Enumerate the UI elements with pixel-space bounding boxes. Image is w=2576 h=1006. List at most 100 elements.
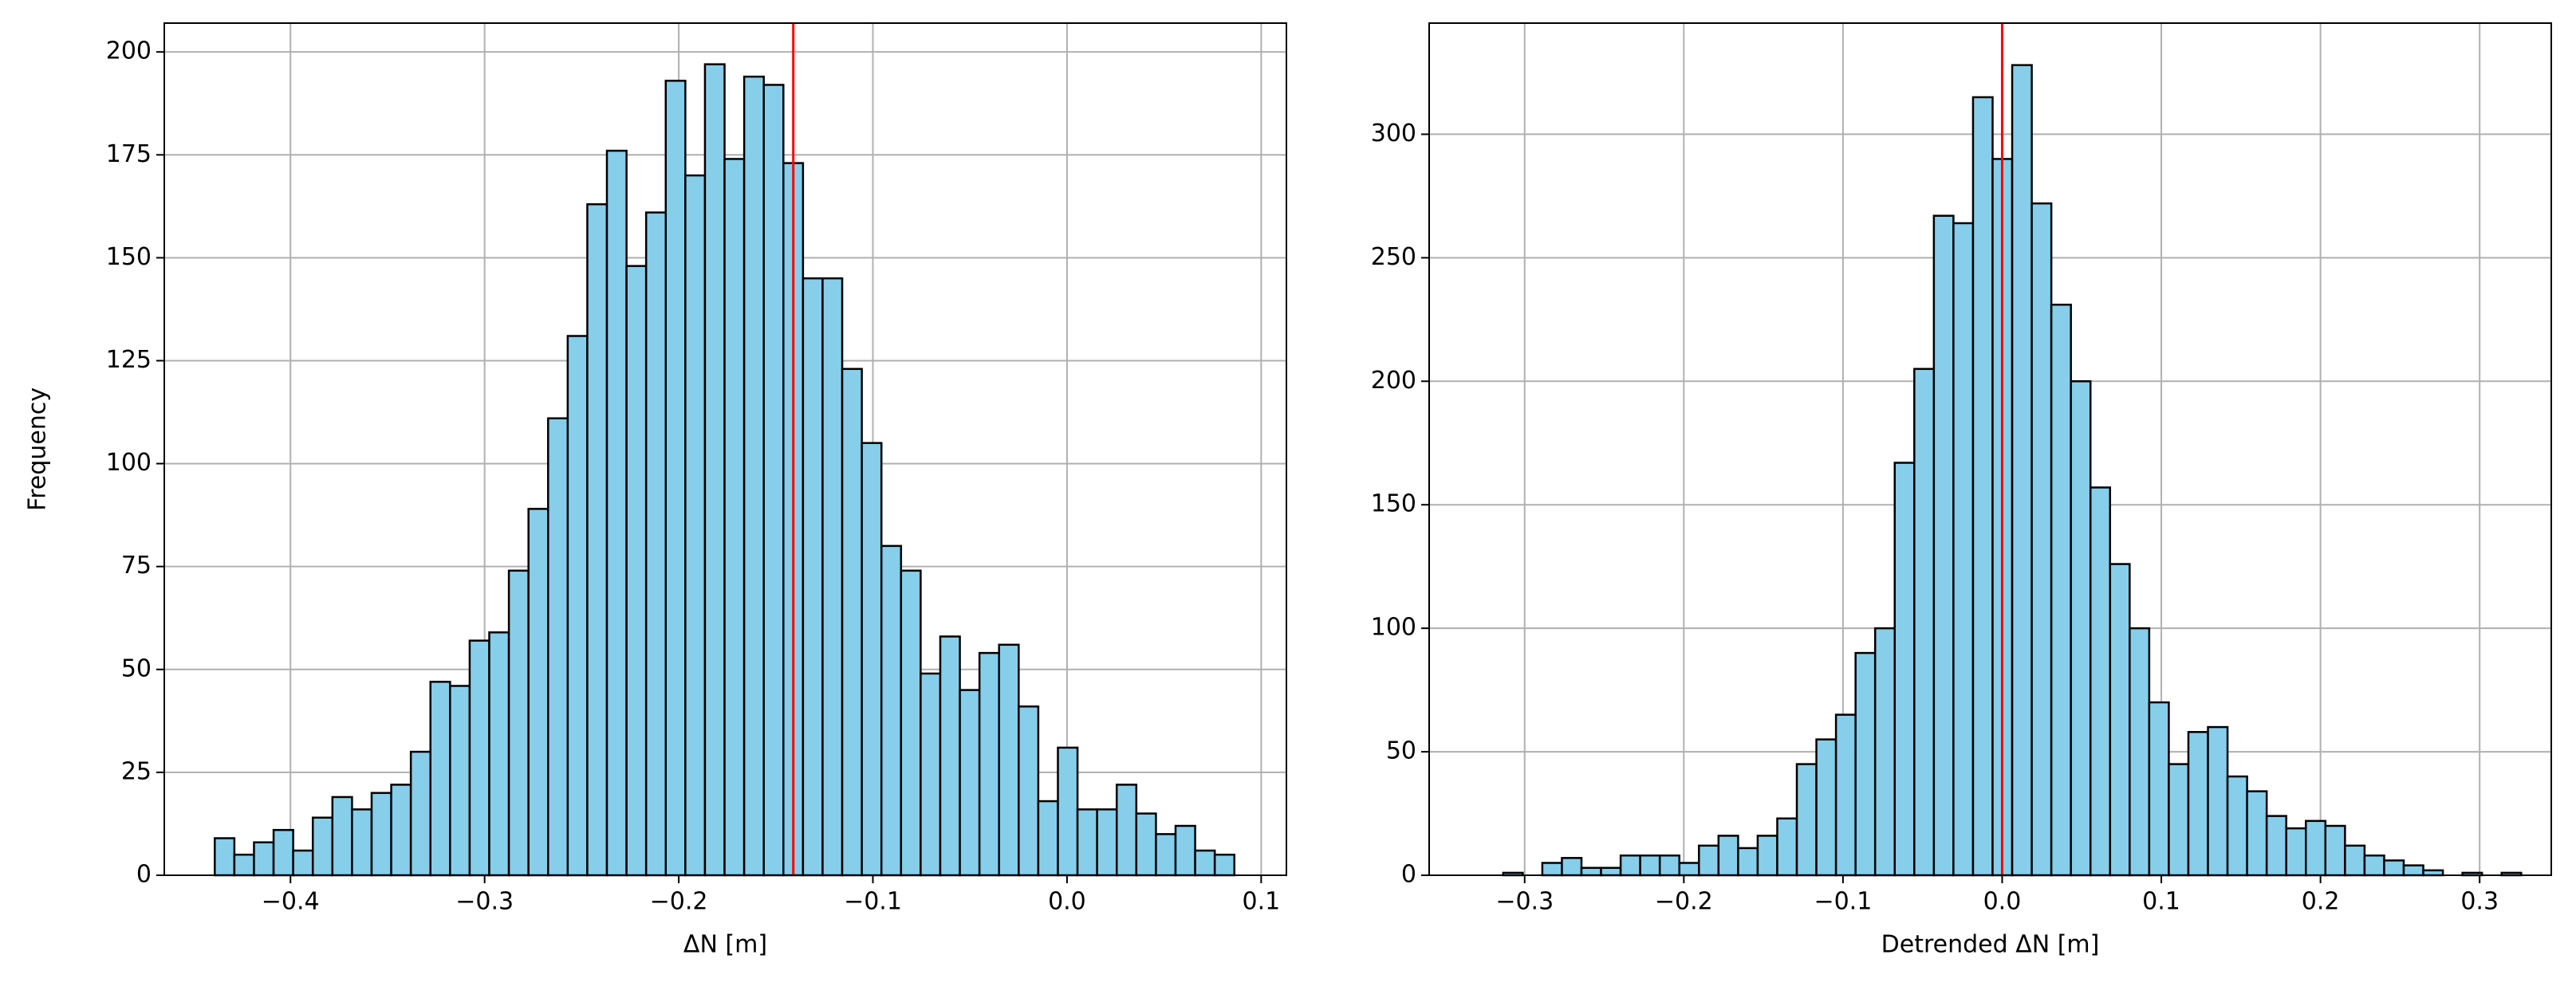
bar — [1580, 866, 1602, 877]
y-tick-label: 0 — [136, 861, 152, 889]
bar — [1893, 462, 1916, 877]
bar — [2030, 202, 2053, 877]
bar — [900, 569, 922, 877]
y-tick-label: 150 — [1371, 490, 1416, 518]
x-tick-label: −0.2 — [1655, 888, 1713, 916]
x-tick-label: −0.1 — [1814, 888, 1872, 916]
y-tick-label: 175 — [106, 140, 152, 168]
bar — [1815, 738, 1837, 877]
bar — [1135, 812, 1157, 877]
bar — [605, 149, 628, 877]
bar — [468, 639, 490, 877]
bar — [880, 544, 903, 877]
x-tick-label: 0.0 — [1048, 888, 1086, 916]
bar — [1619, 854, 1641, 877]
bar — [625, 265, 648, 877]
bar — [409, 750, 431, 877]
bar — [2207, 725, 2229, 877]
bar — [1737, 847, 1759, 877]
bar — [998, 643, 1020, 877]
bar — [1037, 800, 1059, 877]
bar — [1873, 627, 1897, 877]
bar — [586, 202, 609, 877]
y-tick-label: 50 — [1386, 737, 1416, 765]
bar — [311, 816, 334, 877]
bar — [1717, 835, 1739, 877]
y-tick-label: 200 — [1371, 367, 1416, 395]
bar — [2285, 827, 2307, 877]
x-tick-label: −0.3 — [455, 888, 514, 916]
bar — [2402, 864, 2424, 877]
bar — [1561, 857, 1583, 877]
y-tick-label: 0 — [1401, 861, 1416, 889]
bar — [351, 808, 373, 877]
bar — [1115, 784, 1138, 877]
bar — [1834, 713, 1857, 877]
bar — [1776, 817, 1798, 877]
y-tick-label: 125 — [106, 346, 152, 374]
bar — [920, 672, 942, 877]
bar — [684, 174, 707, 877]
bar — [488, 631, 510, 877]
bar — [2265, 815, 2287, 877]
bar — [547, 417, 569, 877]
y-tick-label: 100 — [106, 449, 152, 477]
bar — [2129, 627, 2151, 877]
bar — [861, 442, 883, 877]
bar — [1018, 705, 1040, 877]
bar — [703, 63, 726, 877]
y-tick-label: 250 — [1371, 243, 1416, 271]
bar — [1194, 849, 1216, 877]
x-tick-label: 0.2 — [2302, 888, 2340, 916]
bar — [2305, 819, 2327, 877]
bar — [2363, 854, 2385, 877]
bar — [507, 569, 530, 877]
bar — [2324, 824, 2346, 877]
bar — [1795, 763, 1818, 877]
bar — [742, 75, 765, 877]
y-tick-label: 75 — [121, 552, 152, 580]
bar — [1639, 854, 1661, 877]
bar — [214, 837, 236, 877]
x-tick-label: −0.4 — [262, 888, 320, 916]
bar — [233, 853, 255, 877]
bar — [1600, 866, 1622, 877]
bar — [1057, 746, 1079, 877]
bar — [370, 792, 392, 877]
bar — [253, 841, 275, 877]
x-tick-label: −0.2 — [650, 888, 708, 916]
bar — [449, 685, 471, 877]
bar — [978, 651, 1000, 877]
x-tick-label: −0.3 — [1495, 888, 1554, 916]
bar — [1698, 844, 1720, 877]
bar — [841, 367, 863, 877]
bar — [2148, 701, 2170, 877]
bar — [2246, 790, 2268, 877]
x-tick-label: 0.3 — [2460, 888, 2499, 916]
bar — [939, 635, 961, 877]
bar — [1658, 854, 1680, 877]
x-tick-label: −0.1 — [844, 888, 902, 916]
x-tick-label: 0.0 — [1983, 888, 2022, 916]
x-tick-label: 0.1 — [2142, 888, 2180, 916]
bar — [2089, 486, 2112, 877]
bar — [1932, 214, 1955, 877]
bar — [1678, 862, 1700, 877]
bar — [1854, 651, 1877, 877]
bar — [2050, 303, 2072, 877]
bar — [2344, 844, 2366, 877]
y-axis-label: Frequency — [24, 387, 52, 511]
y-tick-label: 50 — [121, 654, 152, 682]
x-axis-label: Detrended ΔN [m] — [1881, 931, 2100, 959]
y-tick-label: 25 — [121, 757, 152, 785]
bar — [644, 211, 668, 877]
bar — [2109, 563, 2131, 877]
y-tick-label: 300 — [1371, 120, 1416, 147]
bar — [2226, 775, 2248, 877]
bar — [566, 335, 589, 877]
bar — [429, 681, 451, 877]
bar — [272, 828, 294, 877]
bar — [802, 277, 824, 877]
bar — [723, 158, 746, 877]
